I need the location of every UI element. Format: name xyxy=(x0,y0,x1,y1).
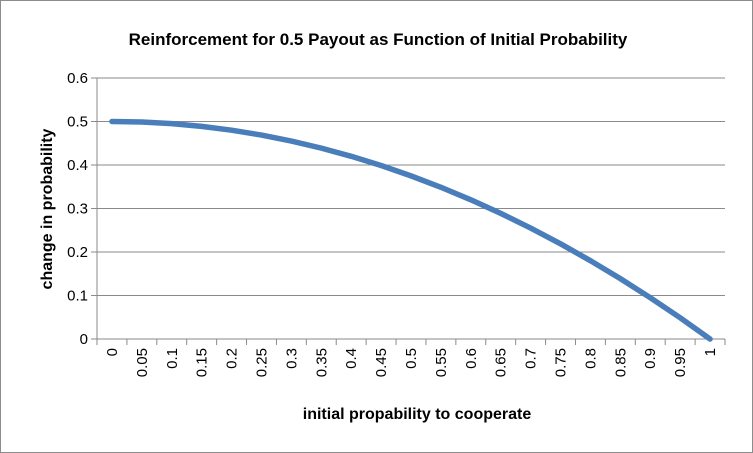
x-tick-label: 0.6 xyxy=(463,348,480,369)
x-tick-label: 0.1 xyxy=(164,348,181,369)
data-point xyxy=(139,119,145,125)
x-tick-label: 0.7 xyxy=(523,348,540,369)
data-point xyxy=(229,127,235,133)
data-point xyxy=(348,153,354,159)
x-tick-label: 0.85 xyxy=(612,348,629,377)
x-tick-label: 0.8 xyxy=(582,348,599,369)
gridlines xyxy=(91,77,726,345)
x-tick-label: 0.95 xyxy=(672,348,689,377)
x-tick-label: 0.3 xyxy=(283,348,300,369)
x-tick-label: 0.4 xyxy=(343,348,360,369)
y-tick-label: 0.6 xyxy=(67,70,88,87)
data-point xyxy=(109,119,115,124)
data-point xyxy=(587,258,593,264)
x-tick-label: 0.15 xyxy=(194,348,211,377)
series-line xyxy=(109,118,713,342)
data-point xyxy=(438,184,444,190)
y-tick-label: 0.2 xyxy=(67,244,88,261)
y-tick-label: 0.5 xyxy=(67,114,88,131)
x-axis-ticks: 0 0.05 0.1 0.15 0.2 0.25 0.3 0.35 0.4 0.45 0.5 0.55… xyxy=(104,348,719,377)
y-axis-ticks: 0 0.1 0.2 0.3 0.4 0.5 0.6 xyxy=(67,70,88,348)
x-tick-label: 0.25 xyxy=(253,348,270,377)
x-axis-title: initial propability to cooperate xyxy=(303,406,532,423)
x-tick-label: 1 xyxy=(702,348,719,356)
chart-title: Reinforcement for 0.5 Payout as Function… xyxy=(129,30,628,49)
series-layer xyxy=(109,118,713,342)
data-point xyxy=(318,145,324,151)
x-tick-label: 0.45 xyxy=(373,348,390,377)
y-tick-label: 0.3 xyxy=(67,201,88,218)
data-point xyxy=(288,138,294,144)
data-point xyxy=(408,173,414,179)
data-point xyxy=(617,276,623,282)
y-axis-title: change in probability xyxy=(39,128,56,289)
x-tick-label: 0.65 xyxy=(493,348,510,377)
x-tick-label: 0.75 xyxy=(553,348,570,377)
data-point xyxy=(468,197,474,203)
x-tick-label: 0.9 xyxy=(642,348,659,369)
x-tick-label: 0.5 xyxy=(403,348,420,369)
data-point xyxy=(199,123,205,129)
data-point xyxy=(558,241,564,247)
y-tick-label: 0.4 xyxy=(67,157,88,174)
data-point xyxy=(498,210,504,216)
data-point xyxy=(258,132,264,138)
y-tick-label: 0.1 xyxy=(67,288,88,305)
x-tick-label: 0.05 xyxy=(134,348,151,377)
data-point xyxy=(677,315,683,321)
x-tick-label: 0.55 xyxy=(433,348,450,377)
x-tick-label: 0 xyxy=(104,348,121,356)
data-point xyxy=(707,336,713,342)
y-tick-label: 0 xyxy=(80,331,88,348)
data-point xyxy=(528,225,534,231)
x-tick-label: 0.2 xyxy=(224,348,241,369)
data-point xyxy=(647,295,653,301)
data-point xyxy=(378,163,384,169)
data-point xyxy=(169,121,175,127)
x-tick-label: 0.35 xyxy=(313,348,330,377)
